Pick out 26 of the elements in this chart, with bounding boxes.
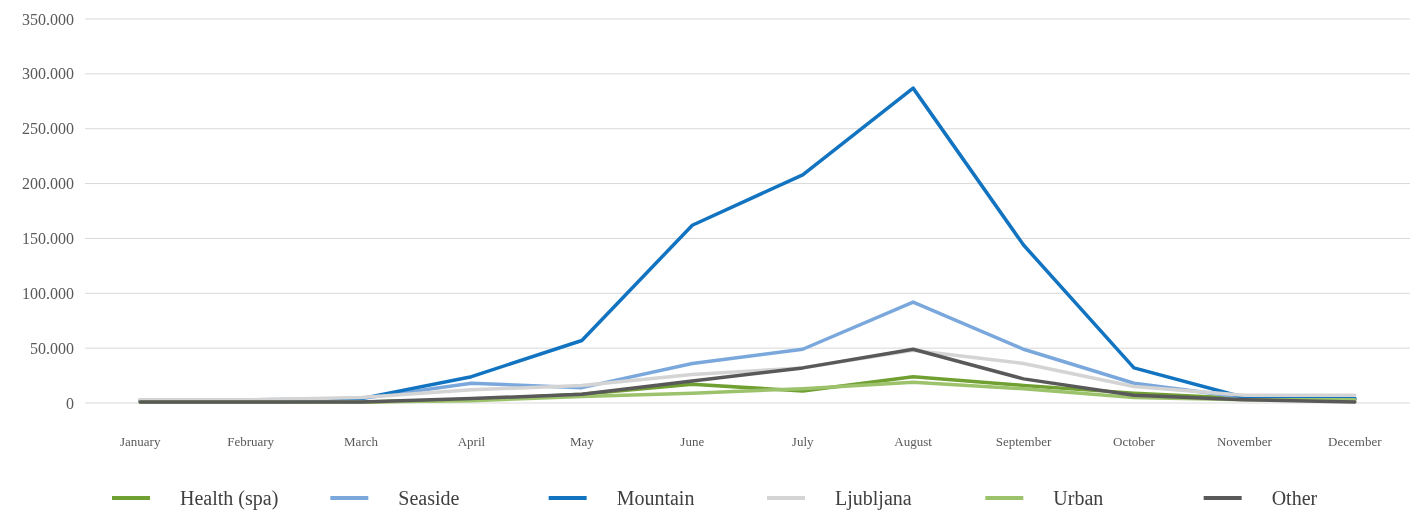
y-tick-label: 100.000 [22,284,74,302]
legend-label: Seaside [398,487,460,509]
legend-label: Mountain [616,487,695,509]
x-tick-label: July [791,434,815,449]
x-tick-label: January [119,434,161,449]
x-tick-label: March [344,434,379,449]
y-tick-label: 250.000 [22,120,74,138]
x-tick-label: February [227,434,275,449]
y-tick-label: 350.000 [22,10,74,28]
x-tick-label: April [457,434,486,449]
x-tick-label: October [1113,434,1156,449]
x-tick-label: December [1328,434,1383,449]
legend-label: Health (spa) [180,487,279,510]
y-tick-label: 150.000 [22,230,74,248]
x-tick-label: June [680,434,705,449]
y-tick-label: 300.000 [22,65,74,83]
y-tick-label: 50.000 [30,339,74,357]
x-tick-label: September [995,434,1053,449]
y-tick-label: 200.000 [22,175,74,193]
x-tick-label: May [569,434,595,449]
x-tick-label: November [1216,434,1273,449]
legend-label: Ljubljana [835,487,912,510]
x-tick-label: August [894,434,933,449]
y-tick-label: 0 [66,394,74,412]
legend-label: Urban [1053,487,1104,509]
legend-label: Other [1271,487,1318,509]
